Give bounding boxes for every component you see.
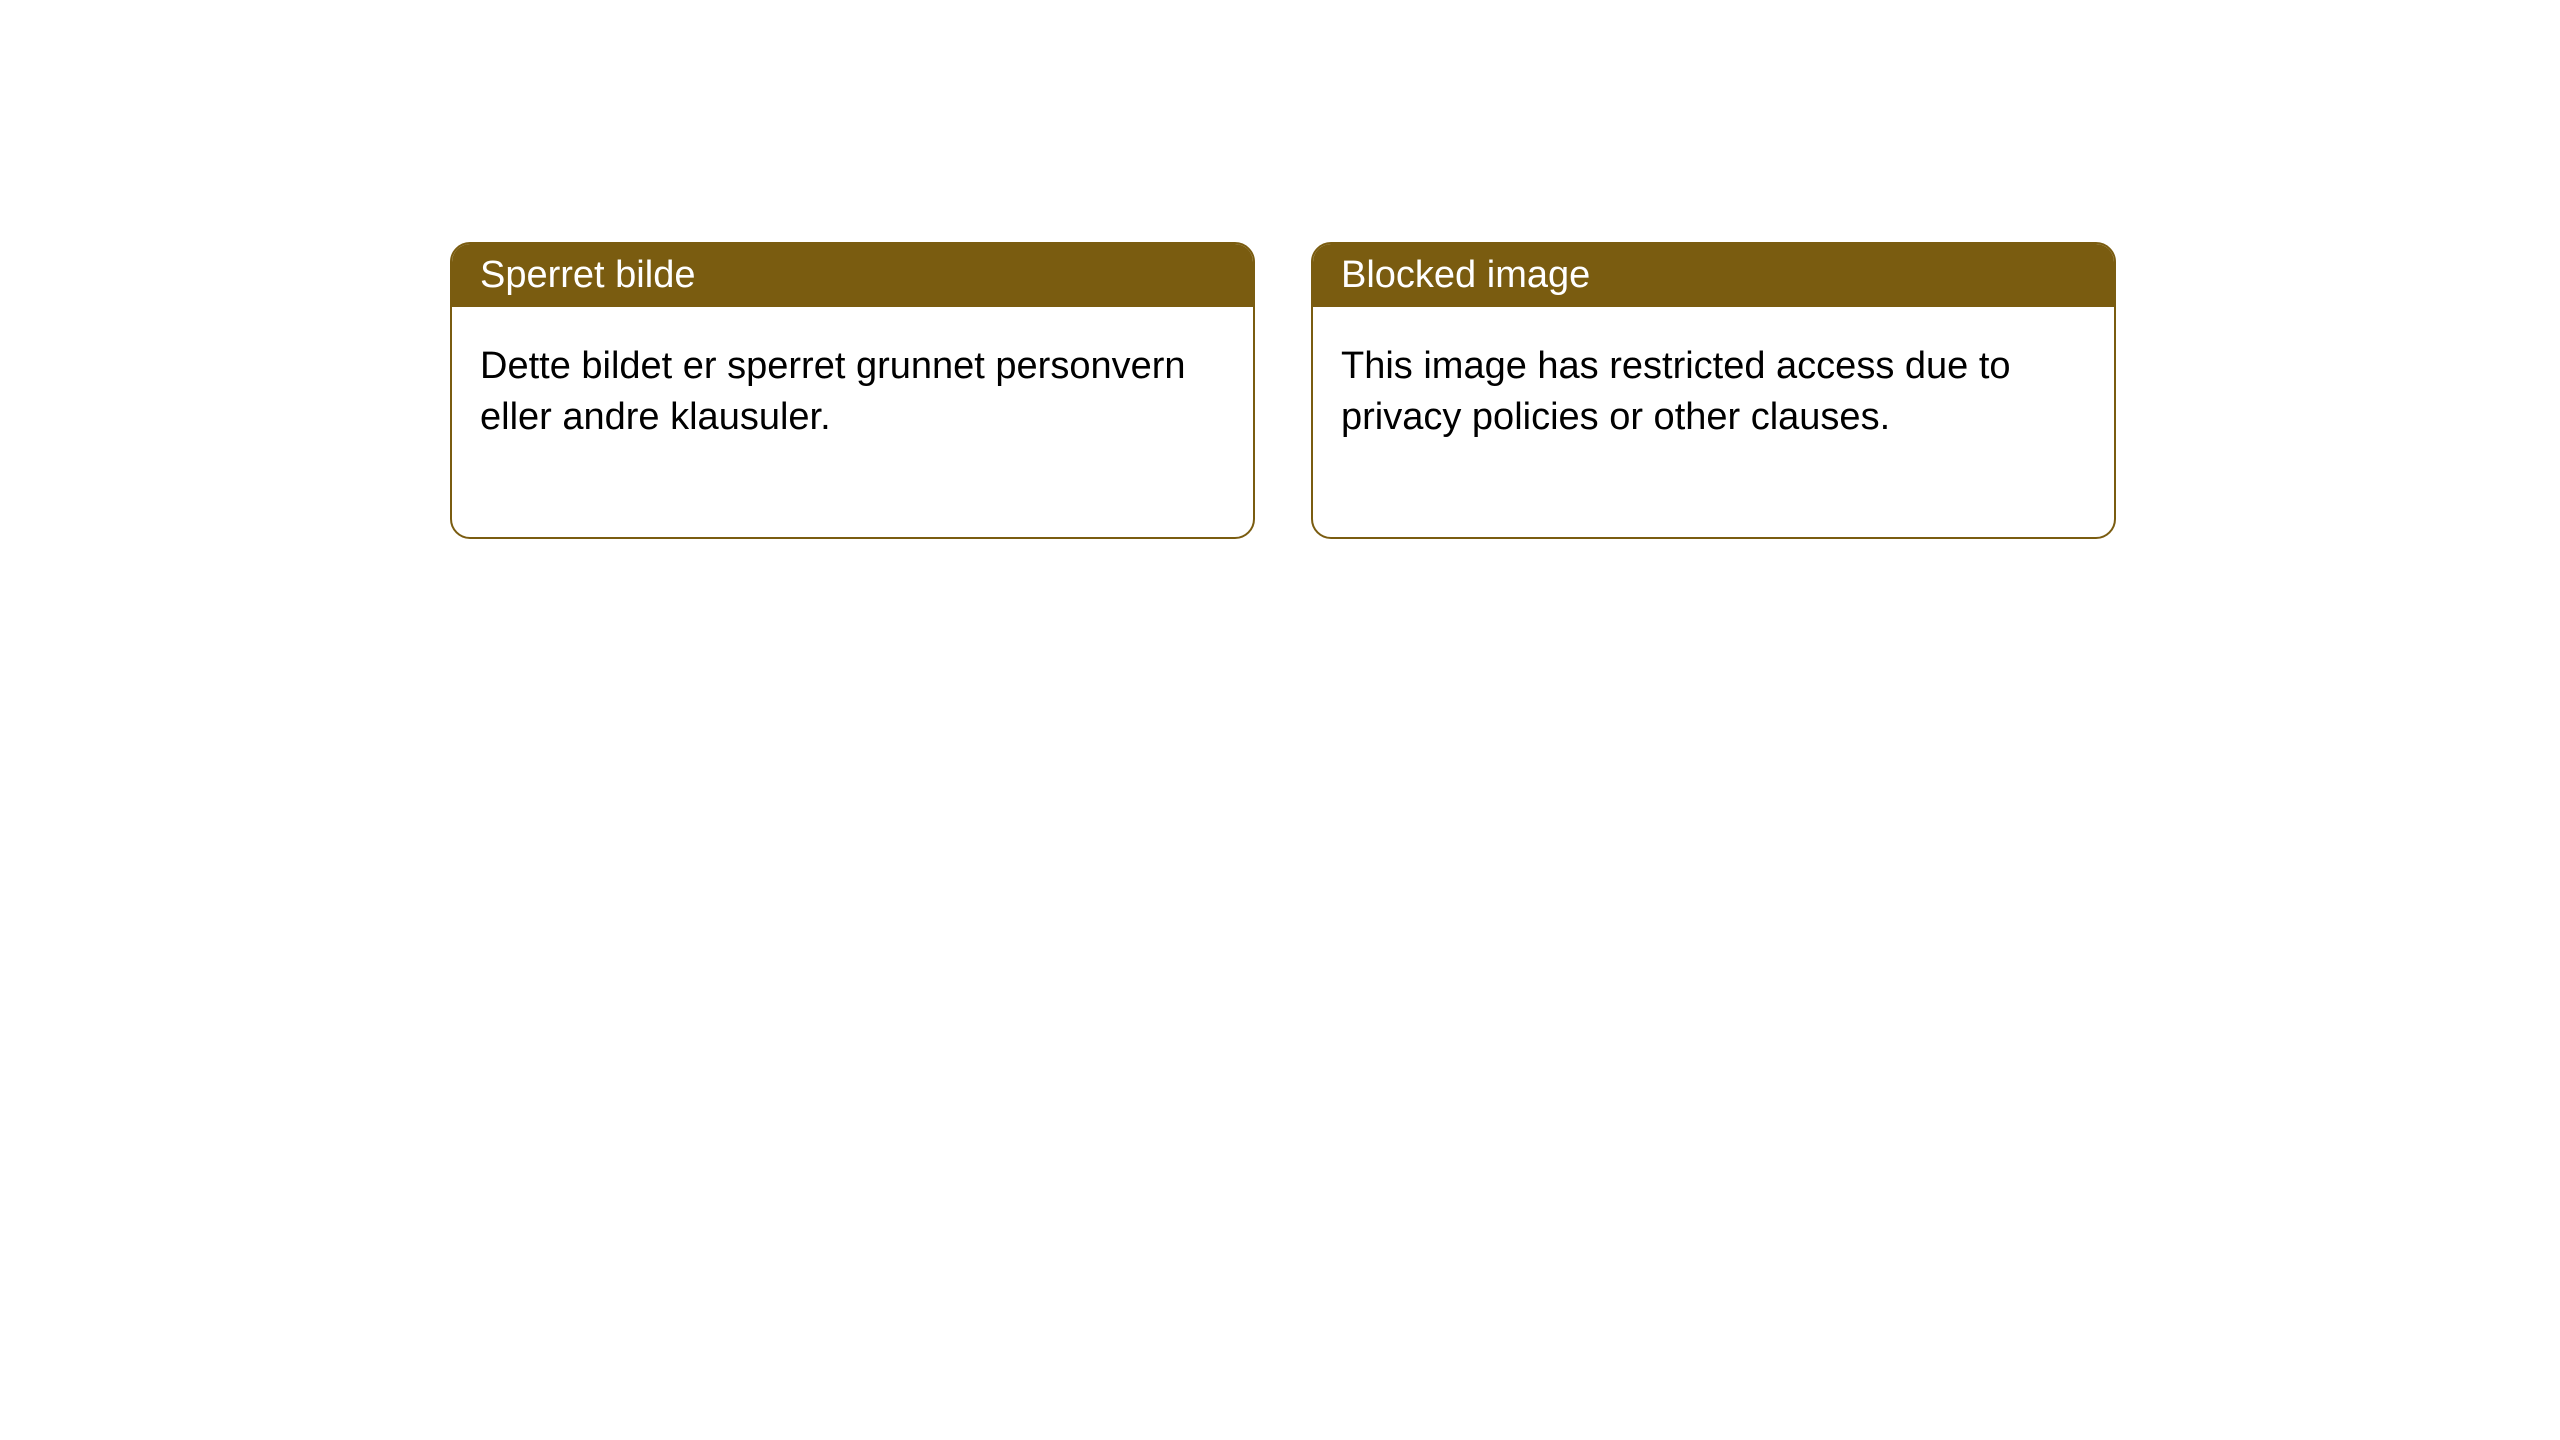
card-body-en: This image has restricted access due to …: [1313, 307, 2114, 537]
card-title-no: Sperret bilde: [480, 254, 695, 296]
blocked-image-card-no: Sperret bilde Dette bildet er sperret gr…: [450, 242, 1255, 539]
card-body-text-no: Dette bildet er sperret grunnet personve…: [480, 345, 1186, 438]
blocked-image-card-en: Blocked image This image has restricted …: [1311, 242, 2116, 539]
card-body-text-en: This image has restricted access due to …: [1341, 345, 2011, 438]
card-header-en: Blocked image: [1313, 244, 2114, 307]
card-body-no: Dette bildet er sperret grunnet personve…: [452, 307, 1253, 537]
card-header-no: Sperret bilde: [452, 244, 1253, 307]
cards-container: Sperret bilde Dette bildet er sperret gr…: [0, 0, 2560, 539]
card-title-en: Blocked image: [1341, 254, 1590, 296]
